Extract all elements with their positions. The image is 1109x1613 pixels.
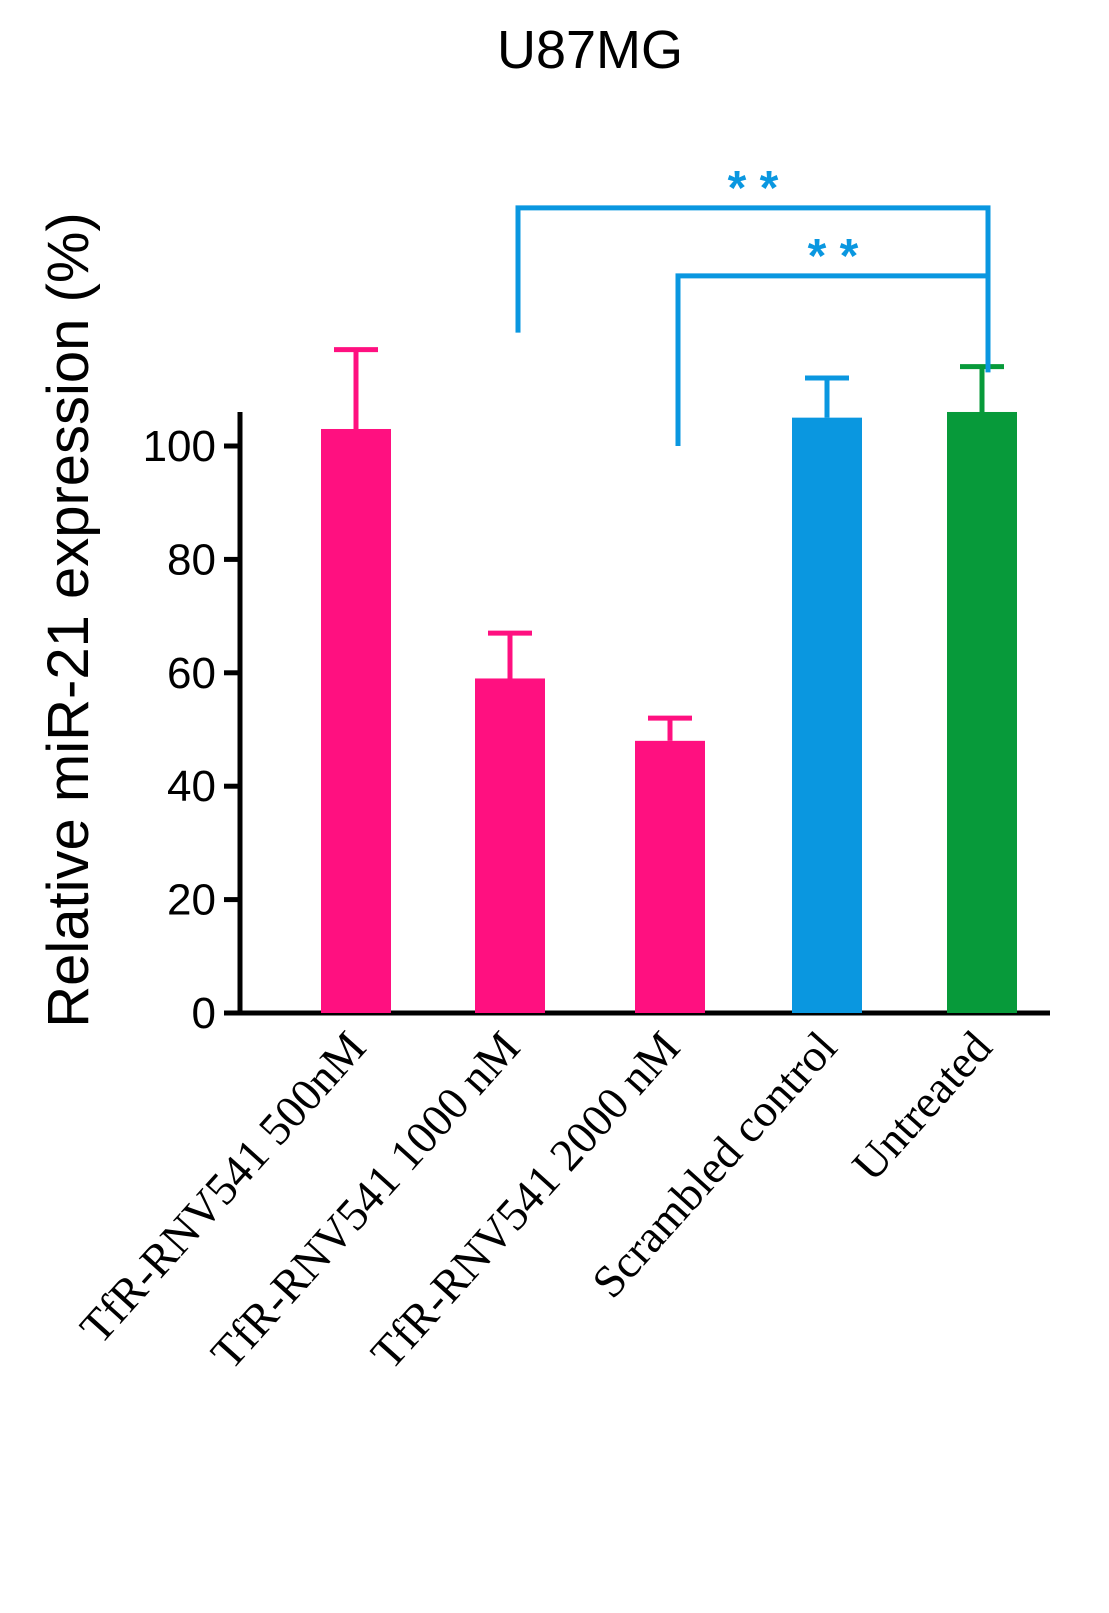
y-tick-label: 20 xyxy=(167,876,216,925)
y-tick-label: 100 xyxy=(143,422,216,471)
significance-brackets: * * * * xyxy=(515,162,991,446)
bar xyxy=(947,411,1017,1014)
x-tick-label: TfR-RNV541 500nM xyxy=(70,1022,376,1353)
y-tick-label: 60 xyxy=(167,649,216,698)
chart-title: U87MG xyxy=(497,20,683,80)
y-tick-label: 0 xyxy=(192,989,216,1038)
bar xyxy=(635,740,705,1013)
bar-series xyxy=(321,411,1017,1014)
x-tick-label: TfR-RNV541 1000 nM xyxy=(201,1022,530,1379)
y-tick-label: 80 xyxy=(167,535,216,584)
y-tick-label: 40 xyxy=(167,762,216,811)
error-bars xyxy=(334,347,1004,741)
bar xyxy=(475,678,545,1013)
bar xyxy=(321,428,391,1013)
significance-label: * * xyxy=(728,162,779,215)
significance-label: * * xyxy=(808,230,859,283)
significance-bracket xyxy=(515,205,991,373)
y-axis: 0 20 40 60 80 100 xyxy=(143,411,243,1038)
x-tick-label: Untreated xyxy=(842,1022,1001,1191)
y-axis-label: Relative miR-21 expression (%) xyxy=(36,212,101,1027)
significance-bracket xyxy=(675,273,991,446)
x-tick-label: TfR-RNV541 2000 nM xyxy=(361,1022,690,1379)
bar xyxy=(792,417,862,1013)
